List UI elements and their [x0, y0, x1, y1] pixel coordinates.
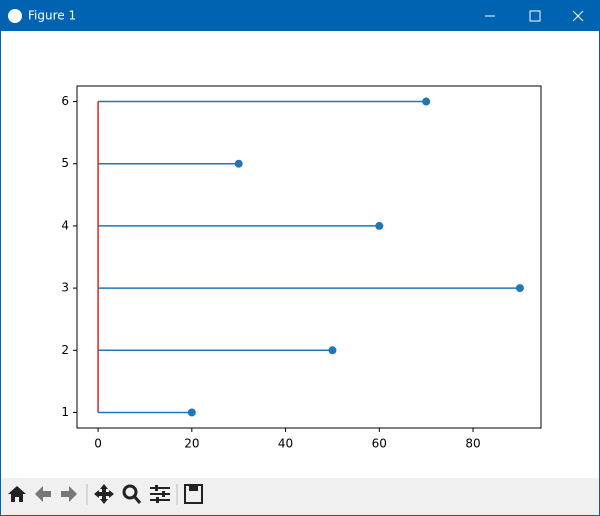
x-tick-label: 0	[94, 437, 102, 451]
toolbar	[1, 478, 599, 515]
home-button[interactable]	[8, 486, 26, 502]
stem-marker	[375, 221, 384, 230]
save-button[interactable]	[184, 484, 203, 504]
y-tick-label: 6	[61, 94, 69, 108]
forward-button[interactable]	[61, 486, 77, 502]
close-button[interactable]	[572, 10, 584, 22]
x-tick-label: 40	[278, 437, 293, 451]
maximize-button[interactable]	[529, 10, 541, 22]
y-tick-label: 2	[61, 343, 69, 357]
y-tick-label: 3	[61, 281, 69, 295]
app-icon	[8, 9, 22, 23]
x-tick-label: 80	[465, 437, 480, 451]
y-tick-label: 5	[61, 156, 69, 170]
y-tick-label: 4	[61, 218, 69, 232]
stem-marker	[515, 284, 524, 293]
title-bar	[0, 0, 600, 31]
axes-frame	[76, 85, 542, 429]
y-tick-label: 1	[61, 405, 69, 419]
configure-button[interactable]	[150, 487, 170, 501]
pan-button[interactable]	[94, 484, 114, 504]
window-title: Figure 1	[28, 9, 76, 23]
x-tick-label: 60	[372, 437, 387, 451]
zoom-button[interactable]	[122, 484, 138, 500]
stem-marker	[328, 346, 337, 355]
stem-marker	[422, 97, 431, 106]
back-button[interactable]	[35, 486, 51, 502]
x-tick-label: 20	[184, 437, 199, 451]
stem-marker	[234, 159, 243, 168]
stem-marker	[187, 408, 196, 417]
